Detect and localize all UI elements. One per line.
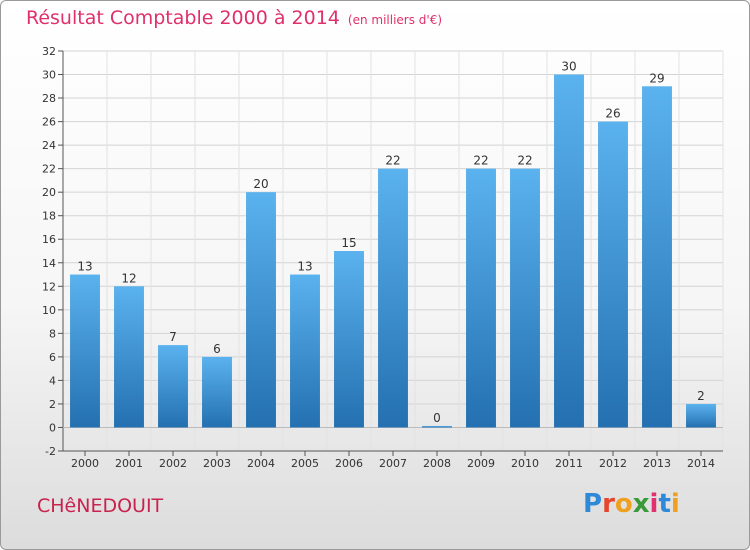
- y-tick-label: 14: [42, 257, 56, 270]
- logo-letter: t: [658, 489, 671, 519]
- bar: [246, 192, 276, 428]
- bar: [554, 74, 584, 428]
- x-tick-label: 2004: [247, 457, 275, 470]
- x-tick-label: 2006: [335, 457, 363, 470]
- x-tick-label: 2002: [159, 457, 187, 470]
- y-tick-label: 0: [49, 421, 56, 434]
- x-tick-label: 2008: [423, 457, 451, 470]
- bars: [70, 74, 716, 428]
- chart-title-text: Résultat Comptable 2000 à 2014: [26, 7, 340, 29]
- y-tick-label: 22: [42, 163, 56, 176]
- y-tick-label: 18: [42, 210, 56, 223]
- y-tick-label: 26: [42, 116, 56, 129]
- x-tick-label: 2010: [511, 457, 539, 470]
- labels: 2000132001122002720036200420200513200615…: [71, 60, 715, 470]
- y-tick-label: 32: [42, 45, 56, 58]
- logo-letter: r: [602, 489, 615, 519]
- chart-subtitle: (en milliers d'€): [347, 13, 443, 27]
- data-label: 7: [169, 330, 177, 344]
- x-tick-label: 2011: [555, 457, 583, 470]
- data-label: 2: [697, 389, 705, 403]
- y-tick-label: 6: [49, 351, 56, 364]
- data-label: 13: [77, 260, 92, 274]
- data-label: 22: [473, 154, 488, 168]
- bar: [422, 425, 452, 428]
- x-tick-label: 2005: [291, 457, 319, 470]
- bar: [378, 168, 408, 428]
- data-label: 0: [433, 411, 441, 425]
- x-tick-label: 2000: [71, 457, 99, 470]
- logo-letter: x: [632, 489, 650, 519]
- x-tick-label: 2007: [379, 457, 407, 470]
- proxiti-logo: Proxiti: [583, 489, 680, 519]
- y-tick-label: 12: [42, 280, 56, 293]
- y-tick-label: 10: [42, 304, 56, 317]
- logo-letter: o: [614, 489, 633, 519]
- bar: [114, 286, 144, 428]
- bar: [686, 403, 716, 428]
- data-label: 20: [253, 177, 268, 191]
- bar: [70, 274, 100, 428]
- y-tick-label: 8: [49, 327, 56, 340]
- bar: [334, 251, 364, 428]
- x-tick-label: 2014: [687, 457, 715, 470]
- y-tick-label: -2: [45, 445, 56, 458]
- x-tick-label: 2013: [643, 457, 671, 470]
- data-label: 29: [649, 71, 664, 85]
- data-label: 6: [213, 342, 221, 356]
- y-tick-label: 24: [42, 139, 56, 152]
- data-label: 30: [561, 60, 576, 74]
- chart-title: Résultat Comptable 2000 à 2014 (en millie…: [26, 7, 442, 29]
- bar: [598, 121, 628, 428]
- data-label: 12: [121, 271, 136, 285]
- logo-letter: i: [649, 489, 659, 519]
- data-label: 22: [385, 154, 400, 168]
- bar: [290, 274, 320, 428]
- x-tick-label: 2003: [203, 457, 231, 470]
- data-label: 26: [605, 107, 620, 121]
- x-tick-label: 2009: [467, 457, 495, 470]
- bar: [642, 86, 672, 428]
- bar: [510, 168, 540, 428]
- commune-name: CHêNEDOUIT: [37, 495, 164, 517]
- data-label: 15: [341, 236, 356, 250]
- logo-letter: P: [583, 489, 603, 519]
- y-tick-label: 2: [49, 398, 56, 411]
- x-tick-label: 2001: [115, 457, 143, 470]
- logo-letter: i: [670, 489, 680, 519]
- y-tick-label: 16: [42, 233, 56, 246]
- y-tick-label: 4: [49, 374, 56, 387]
- y-tick-label: 20: [42, 186, 56, 199]
- data-label: 13: [297, 260, 312, 274]
- x-tick-label: 2012: [599, 457, 627, 470]
- y-tick-label: 30: [42, 69, 56, 82]
- bar: [202, 356, 232, 428]
- data-label: 22: [517, 154, 532, 168]
- bar: [158, 345, 188, 428]
- y-tick-label: 28: [42, 92, 56, 105]
- bar: [466, 168, 496, 428]
